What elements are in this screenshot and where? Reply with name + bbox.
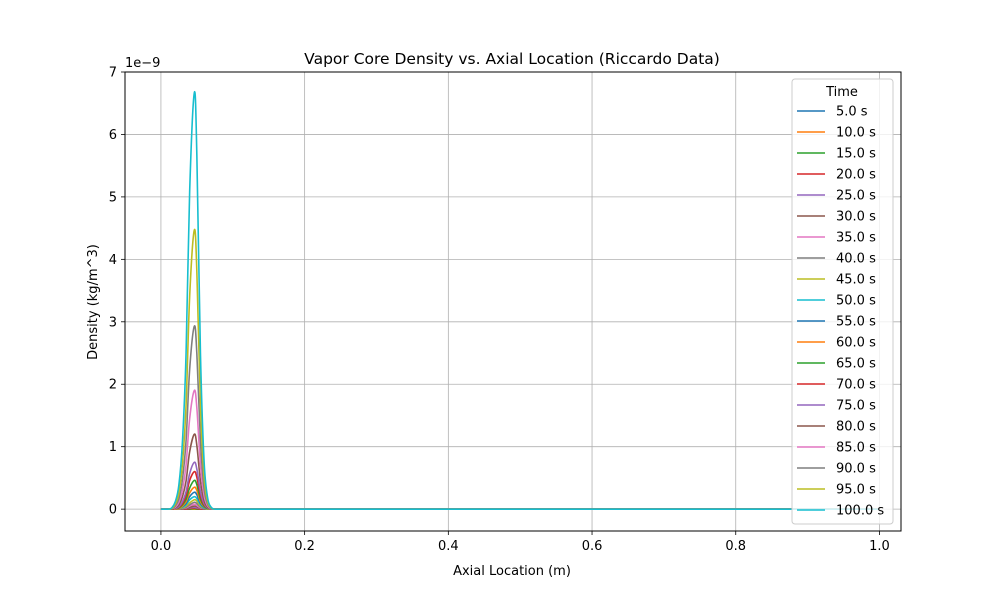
legend-item: 55.0 s <box>797 315 876 330</box>
y-axis-label: Density (kg/m^3) <box>86 244 101 360</box>
series-line <box>160 470 880 510</box>
legend-label: 70.0 s <box>836 378 876 393</box>
legend-label: 45.0 s <box>836 273 876 288</box>
legend-label: 5.0 s <box>836 105 868 120</box>
x-tick-label: 0.4 <box>438 539 459 554</box>
series-line <box>160 228 880 510</box>
legend-item: 35.0 s <box>797 231 876 246</box>
legend-box <box>791 78 894 525</box>
series-line <box>160 389 880 510</box>
y-offset-label: 1e−9 <box>125 56 160 71</box>
legend: Time 5.0 s 10.0 s 15.0 s 20.0 s 25.0 s 30.0 s… <box>791 78 894 525</box>
x-axis-ticks: 0.0 0.2 0.4 0.6 0.8 1.0 <box>151 531 890 554</box>
y-tick-label: 4 <box>109 253 117 268</box>
y-tick-label: 6 <box>109 128 117 143</box>
legend-item: 50.0 s <box>797 294 876 309</box>
legend-item: 100.0 s <box>797 504 884 519</box>
x-tick-label: 0.2 <box>294 539 315 554</box>
legend-item: 15.0 s <box>797 147 876 162</box>
legend-label: 60.0 s <box>836 336 876 351</box>
legend-label: 75.0 s <box>836 399 876 414</box>
legend-item: 40.0 s <box>797 252 876 267</box>
series-line <box>160 90 880 510</box>
legend-label: 20.0 s <box>836 168 876 183</box>
x-tick-label: 0.0 <box>151 539 172 554</box>
legend-item: 85.0 s <box>797 441 876 456</box>
legend-item: 45.0 s <box>797 273 876 288</box>
legend-item: 65.0 s <box>797 357 876 372</box>
legend-item: 20.0 s <box>797 168 876 183</box>
legend-label: 35.0 s <box>836 231 876 246</box>
plot-frame <box>124 71 902 532</box>
x-tick-label: 1.0 <box>869 539 890 554</box>
y-tick-label: 2 <box>109 378 117 393</box>
series-line <box>160 486 880 510</box>
legend-item: 60.0 s <box>797 336 876 351</box>
legend-label: 95.0 s <box>836 483 876 498</box>
legend-label: 90.0 s <box>836 462 876 477</box>
chart-title: Vapor Core Density vs. Axial Location (R… <box>304 50 720 68</box>
legend-label: 30.0 s <box>836 210 876 225</box>
series-line <box>160 501 880 510</box>
series-line <box>160 433 880 510</box>
y-tick-label: 5 <box>109 190 117 205</box>
x-tick-label: 0.6 <box>582 539 603 554</box>
legend-label: 50.0 s <box>836 294 876 309</box>
y-tick-label: 0 <box>109 503 117 518</box>
legend-label: 100.0 s <box>836 504 884 519</box>
legend-items: 5.0 s 10.0 s 15.0 s 20.0 s 25.0 s 30.0 s 35.0 … <box>797 105 884 519</box>
legend-label: 25.0 s <box>836 189 876 204</box>
series-line <box>160 491 880 510</box>
series-line <box>160 461 880 510</box>
legend-label: 40.0 s <box>836 252 876 267</box>
legend-label: 85.0 s <box>836 441 876 456</box>
legend-label: 55.0 s <box>836 315 876 330</box>
legend-item: 5.0 s <box>797 105 868 120</box>
legend-item: 25.0 s <box>797 189 876 204</box>
series-lines <box>160 90 880 510</box>
legend-item: 10.0 s <box>797 126 876 141</box>
y-tick-label: 1 <box>109 440 117 455</box>
x-tick-label: 0.8 <box>725 539 746 554</box>
series-line <box>160 325 880 510</box>
legend-label: 15.0 s <box>836 147 876 162</box>
legend-item: 80.0 s <box>797 420 876 435</box>
series-line <box>160 495 880 510</box>
legend-item: 70.0 s <box>797 378 876 393</box>
legend-item: 30.0 s <box>797 210 876 225</box>
legend-item: 90.0 s <box>797 462 876 477</box>
y-tick-label: 3 <box>109 315 117 330</box>
legend-item: 95.0 s <box>797 483 876 498</box>
y-tick-label: 7 <box>109 66 117 81</box>
legend-label: 65.0 s <box>836 357 876 372</box>
legend-item: 75.0 s <box>797 399 876 414</box>
series-line <box>160 479 880 510</box>
legend-label: 10.0 s <box>836 126 876 141</box>
series-line <box>160 498 880 510</box>
grid <box>125 71 901 531</box>
y-axis-ticks: 0 1 2 3 4 5 6 7 <box>109 66 125 518</box>
x-axis-label: Axial Location (m) <box>453 564 571 579</box>
legend-title: Time <box>825 85 858 100</box>
legend-label: 80.0 s <box>836 420 876 435</box>
